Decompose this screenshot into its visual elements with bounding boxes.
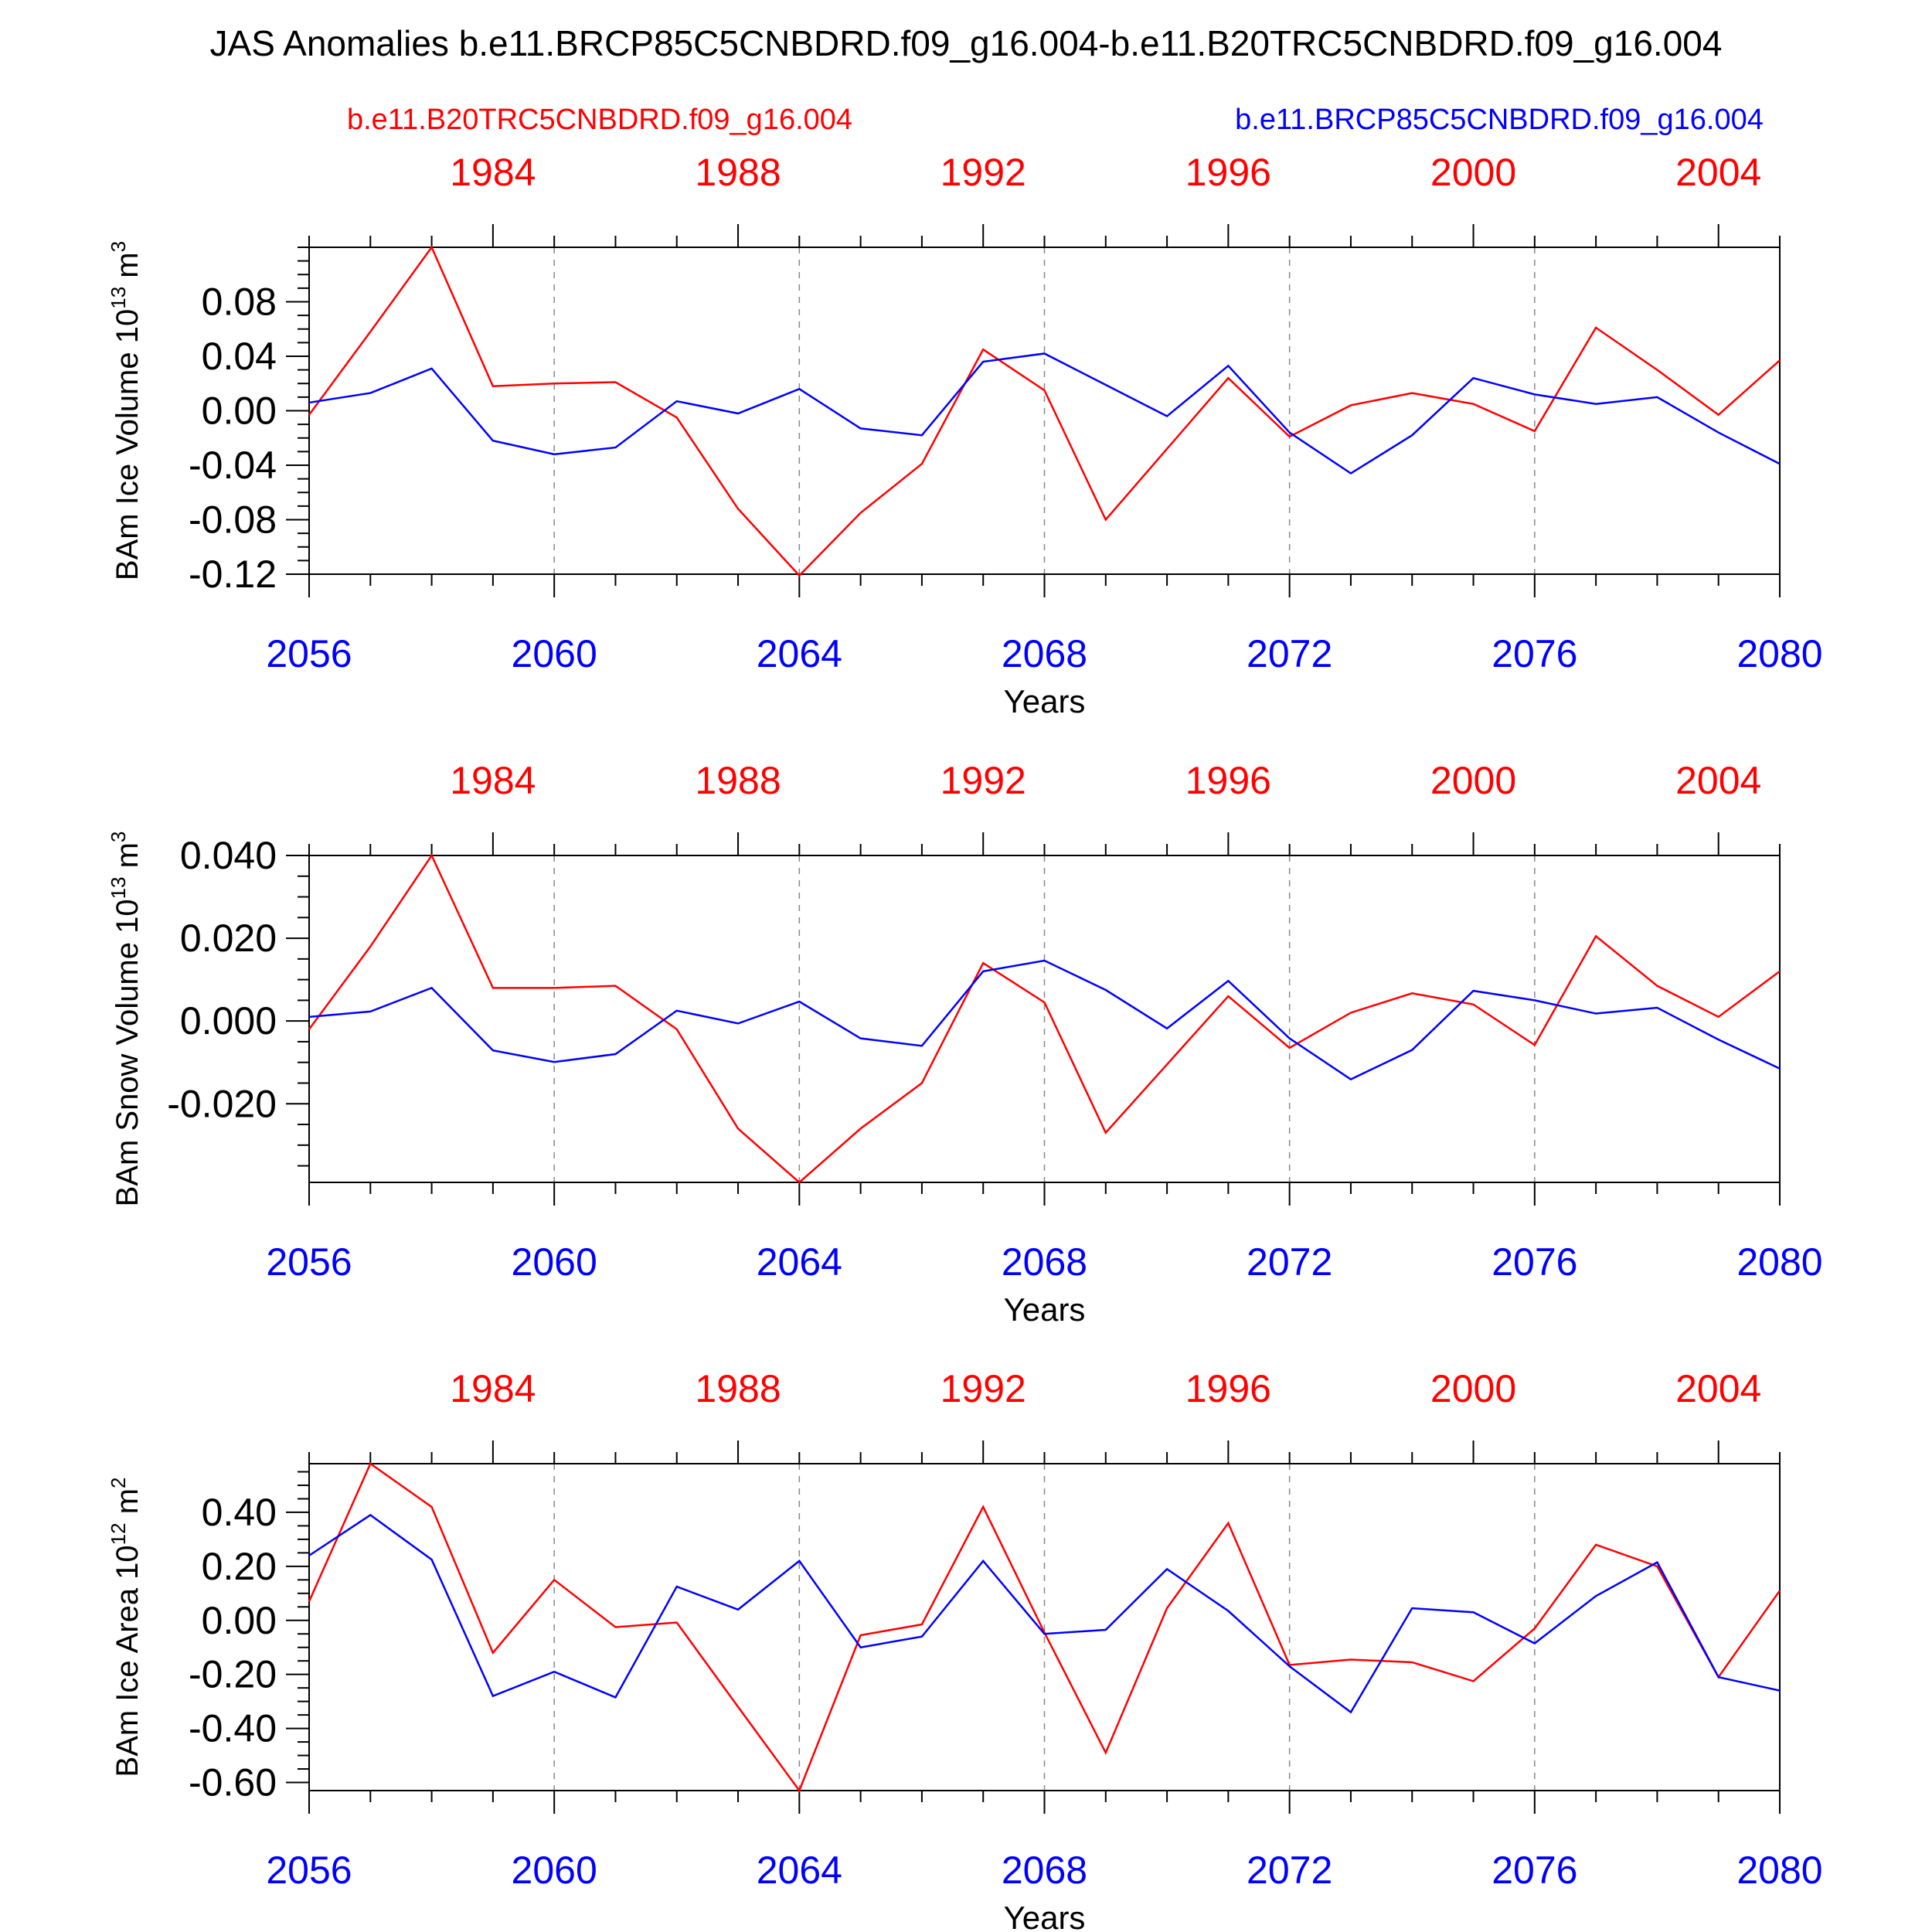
series-line-blue <box>308 959 1781 1081</box>
x-tick-label-top: 2004 <box>1675 151 1761 194</box>
y-tick-label: -0.40 <box>189 1707 277 1750</box>
series-line-red <box>308 245 1781 577</box>
x-tick-label-bottom: 2080 <box>1736 632 1822 675</box>
y-tick-label: -0.04 <box>189 444 277 487</box>
x-tick-label-bottom: 2064 <box>757 1240 842 1284</box>
y-tick-label: 0.00 <box>202 1599 277 1642</box>
x-tick-label-bottom: 2060 <box>512 632 597 675</box>
y-tick-label: -0.12 <box>189 553 277 596</box>
x-tick-label-bottom: 2080 <box>1736 1240 1822 1284</box>
x-tick-label-top: 1992 <box>940 759 1026 802</box>
y-tick-label: 0.000 <box>180 999 277 1043</box>
series-line-red <box>308 853 1781 1184</box>
x-axis-label: Years <box>1004 683 1086 719</box>
x-axis-label: Years <box>1004 1900 1086 1932</box>
x-tick-label-bottom: 2056 <box>266 1240 352 1284</box>
x-tick-label-bottom: 2068 <box>1002 1849 1087 1892</box>
x-tick-label-top: 1992 <box>940 151 1026 194</box>
chart-panel-1: 2056 2060 2064 2068 2072 2076 2080 1984 1988 1992… <box>107 151 1823 719</box>
x-tick-label-bottom: 2080 <box>1736 1849 1822 1892</box>
x-tick-label-top: 1988 <box>695 151 781 194</box>
x-tick-label-bottom: 2056 <box>266 1849 352 1892</box>
y-tick-label: 0.020 <box>180 917 277 960</box>
x-tick-label-top: 2000 <box>1430 759 1516 802</box>
y-tick-label: 0.00 <box>202 389 277 433</box>
x-tick-label-top: 1984 <box>450 1367 536 1410</box>
x-tick-label-bottom: 2076 <box>1492 632 1577 675</box>
y-tick-label: -0.20 <box>189 1653 277 1696</box>
x-tick-label-top: 2000 <box>1430 151 1516 194</box>
y-tick-label: 0.04 <box>202 335 277 378</box>
y-tick-label: 0.40 <box>202 1491 277 1534</box>
series-line-blue <box>308 1513 1781 1714</box>
x-tick-label-bottom: 2076 <box>1492 1849 1577 1892</box>
x-tick-label-bottom: 2072 <box>1247 1240 1332 1284</box>
series-line-blue <box>308 352 1781 475</box>
y-axis-label: BAm Ice Area 1012 m2 <box>107 1478 145 1777</box>
x-tick-label-top: 2000 <box>1430 1367 1516 1410</box>
x-tick-label-top: 1984 <box>450 151 536 194</box>
x-tick-label-bottom: 2072 <box>1247 632 1332 675</box>
x-tick-label-bottom: 2072 <box>1247 1849 1332 1892</box>
x-tick-label-top: 1996 <box>1185 1367 1271 1410</box>
x-tick-label-bottom: 2064 <box>757 1849 842 1892</box>
chart-panel-2: 2056 2060 2064 2068 2072 2076 2080 1984 1988 1992… <box>107 759 1823 1328</box>
figure-title: JAS Anomalies b.e11.BRCP85C5CNBDRD.f09_g… <box>210 23 1723 63</box>
y-tick-label: -0.020 <box>167 1082 277 1125</box>
y-tick-label: -0.08 <box>189 498 277 542</box>
x-tick-label-bottom: 2064 <box>757 632 842 675</box>
legend-red-label: b.e11.B20TRC5CNBDRD.f09_g16.004 <box>347 104 852 136</box>
x-tick-label-bottom: 2076 <box>1492 1240 1577 1284</box>
x-tick-label-top: 1992 <box>940 1367 1026 1410</box>
x-tick-label-bottom: 2068 <box>1002 632 1087 675</box>
x-tick-label-top: 1988 <box>695 1367 781 1410</box>
x-tick-label-top: 2004 <box>1675 759 1761 802</box>
y-tick-label: 0.08 <box>202 281 277 324</box>
x-tick-label-bottom: 2056 <box>266 632 352 675</box>
y-tick-label: 0.040 <box>180 834 277 877</box>
x-tick-label-top: 1996 <box>1185 151 1271 194</box>
x-tick-label-top: 1988 <box>695 759 781 802</box>
x-tick-label-bottom: 2060 <box>512 1849 597 1892</box>
x-tick-label-top: 1984 <box>450 759 536 802</box>
legend-blue-label: b.e11.BRCP85C5CNBDRD.f09_g16.004 <box>1235 104 1764 136</box>
y-axis-label: BAm Snow Volume 1013 m3 <box>107 832 145 1207</box>
x-tick-label-top: 2004 <box>1675 1367 1761 1410</box>
x-tick-label-top: 1996 <box>1185 759 1271 802</box>
x-tick-label-bottom: 2060 <box>512 1240 597 1284</box>
y-tick-label: 0.20 <box>202 1545 277 1588</box>
x-tick-label-bottom: 2068 <box>1002 1240 1087 1284</box>
y-axis-label: BAm Ice Volume 1013 m3 <box>107 241 145 580</box>
y-tick-label: -0.60 <box>189 1761 277 1804</box>
x-axis-label: Years <box>1004 1291 1086 1328</box>
chart-panel-3: 2056 2060 2064 2068 2072 2076 2080 1984 1988 1992… <box>107 1367 1823 1932</box>
